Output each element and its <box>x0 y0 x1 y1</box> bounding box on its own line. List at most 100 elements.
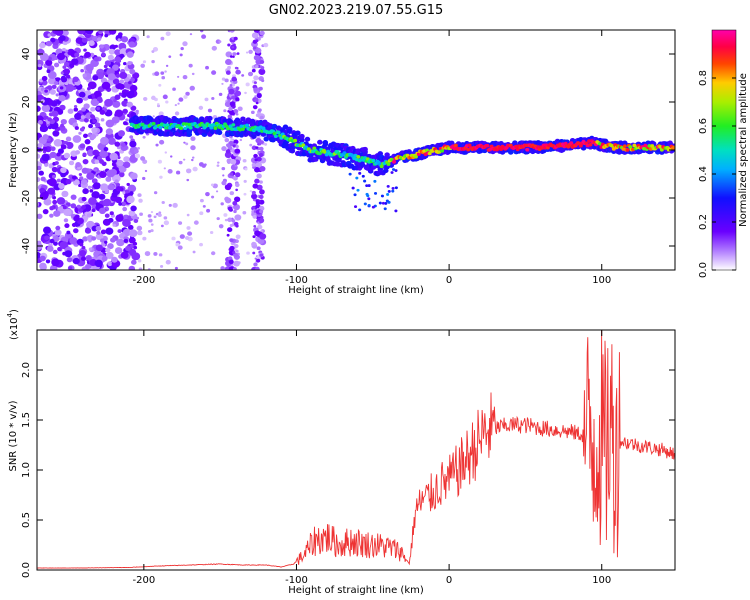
spectrogram-cell <box>137 146 141 150</box>
spectrogram-cell <box>257 224 263 230</box>
spectrogram-cell <box>114 44 118 48</box>
spectrogram-cell <box>254 158 258 162</box>
spectrogram-cell <box>351 186 355 190</box>
spectrogram-cell <box>258 194 264 199</box>
spectrogram-cell <box>184 236 190 240</box>
spectrogram-cell <box>383 207 387 211</box>
spectrogram-cell <box>394 169 398 172</box>
spectrogram-cell <box>94 122 101 128</box>
spectrogram-cell <box>414 155 418 159</box>
spectrogram-cell <box>37 165 42 171</box>
spectrogram-cell <box>164 70 167 73</box>
spectrogram-cell <box>107 137 116 145</box>
spectrogram-cell <box>515 147 520 152</box>
spectrogram-cell <box>658 145 663 149</box>
spectrogram-cell <box>61 76 68 83</box>
spectrogram-cell <box>63 152 71 159</box>
spectrogram-cell <box>107 261 113 267</box>
spectrogram-cell <box>39 127 45 132</box>
spectrogram-cell <box>160 224 164 228</box>
spectrogram-cell <box>72 257 80 265</box>
spectrogram-cell <box>211 96 215 100</box>
spectrogram-cell <box>52 199 58 205</box>
spectrogram-cell <box>78 131 82 135</box>
spectrogram-cell <box>114 94 121 100</box>
spectrogram-cell <box>216 164 220 167</box>
spectrogram-cell <box>358 171 362 175</box>
spectrogram-cell <box>112 64 119 71</box>
spectrogram-cell <box>59 86 64 90</box>
spectrogram-cell <box>301 143 306 148</box>
spectrogram-cell <box>127 224 134 230</box>
spectrogram-cell <box>119 79 125 84</box>
spectrogram-cell <box>164 151 168 154</box>
spectrogram-cell <box>224 184 232 191</box>
spectrogram-cell <box>66 257 73 263</box>
spectrogram-cell <box>358 167 362 171</box>
spectrogram-cell <box>75 150 81 155</box>
spectrogram-cell <box>91 208 96 213</box>
spectrogram-cell <box>390 171 394 174</box>
spectrogram-cell <box>178 160 183 165</box>
spectrogram-cell <box>79 176 84 181</box>
spectrogram-cell <box>235 249 239 253</box>
spectrogram-cell <box>379 164 384 169</box>
spectrogram-cell <box>211 45 217 51</box>
snr-x-ticks: -200 -100 0 100 <box>132 330 611 586</box>
spectrogram-cell <box>115 185 123 192</box>
spectrogram-cell <box>228 109 236 116</box>
spectrogram-cell <box>42 146 48 152</box>
spectrogram-cell <box>466 147 471 152</box>
spectrogram-cell <box>46 69 51 74</box>
spectrogram-cell <box>113 99 117 103</box>
spectrogram-cell <box>229 172 234 176</box>
spectrogram-cell <box>93 56 99 62</box>
spectrogram-cell <box>61 190 69 198</box>
spectrogram-cell <box>54 161 59 165</box>
spectrogram-cell <box>240 116 246 122</box>
spectrogram-cell <box>109 44 116 51</box>
spectrogram-cell <box>185 142 189 146</box>
spectrogram-cell <box>112 223 116 227</box>
spectrogram-cell <box>37 177 41 183</box>
spectrogram-cell <box>625 148 630 152</box>
spectrogram-cell <box>85 254 92 261</box>
spectrogram-cell <box>257 238 265 245</box>
spectrogram-cell <box>122 218 131 227</box>
spectrogram-cell <box>207 108 213 113</box>
spectrogram-cell <box>228 259 234 265</box>
spectrogram-cell <box>106 169 115 178</box>
spectrogram-cell <box>225 132 231 138</box>
spectrogram-cell <box>142 135 146 139</box>
spectrogram-cell <box>394 186 398 190</box>
spectrogram-cell <box>74 112 82 120</box>
spectrogram-cell <box>163 216 168 220</box>
spectrogram-cell <box>122 121 128 126</box>
spectrogram-cell <box>229 245 235 251</box>
spectrogram-cell <box>672 145 675 150</box>
spectrogram-cell <box>205 65 209 70</box>
spectrogram-cell <box>182 41 188 47</box>
spectrogram-cell <box>65 136 72 142</box>
spectrogram-cell <box>189 33 193 36</box>
spectrogram-cell <box>255 266 260 270</box>
snr-x-tick-label: -200 <box>132 575 155 586</box>
spectrogram-cell <box>96 230 101 235</box>
spectrogram-cell <box>233 109 238 113</box>
spectrogram-cell <box>111 256 118 263</box>
snr-scale-label: (x104) <box>6 309 20 340</box>
spectrogram-cell <box>105 227 114 235</box>
spectrogram-cell <box>88 197 97 206</box>
spectrogram-cell <box>239 124 244 129</box>
spectrogram-cell <box>253 153 258 159</box>
spectrogram-cell <box>217 161 220 164</box>
spectrogram-cell <box>126 195 135 204</box>
spectrogram-cell <box>114 141 121 147</box>
spectrogram-cell <box>133 218 139 223</box>
spectrogram-cell <box>659 147 664 152</box>
spectrogram-cell <box>88 123 93 129</box>
spectrogram-cell <box>163 167 166 170</box>
spectrogram-cell <box>99 109 106 115</box>
spectrogram-cell <box>256 93 262 99</box>
